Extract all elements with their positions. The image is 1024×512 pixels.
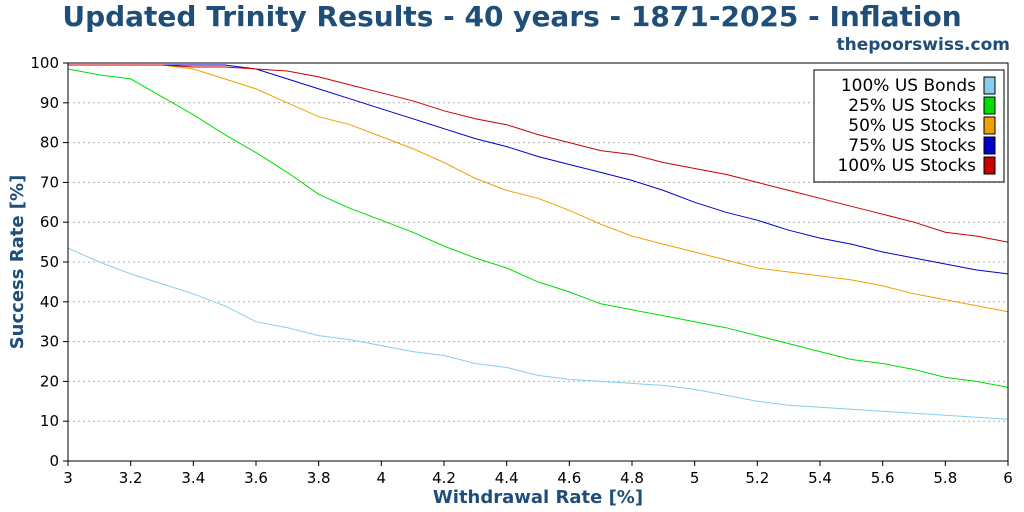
- x-tick-label: 3: [63, 469, 73, 487]
- y-axis-label: Success Rate [%]: [7, 175, 28, 350]
- legend-swatch: [983, 156, 996, 175]
- legend-swatch: [983, 136, 996, 155]
- legend-label: 75% US Stocks: [848, 136, 976, 156]
- y-tick-label: 50: [40, 253, 59, 271]
- y-tick-label: 0: [49, 452, 59, 470]
- x-tick-label: 3.2: [119, 469, 143, 487]
- series-line-25pct-us-stocks: [67, 68, 1009, 388]
- x-tick-label: 5.6: [871, 469, 895, 487]
- series-lines: [67, 64, 1009, 420]
- x-tick-label: 3.8: [307, 469, 331, 487]
- x-tick-label: 3.6: [244, 469, 268, 487]
- y-tick-label: 80: [40, 134, 59, 152]
- x-axis-label: Withdrawal Rate [%]: [433, 487, 643, 508]
- y-tick-label: 70: [40, 173, 59, 191]
- x-tick-label: 5.2: [745, 469, 769, 487]
- legend-swatch: [983, 116, 996, 135]
- legend-label: 25% US Stocks: [848, 96, 976, 116]
- x-axis-ticks: 3 3.2 3.4 3.6 3.8 4 4.2 4.4 4.6 4.8 5 5.2 5.4 5.6 5.8 6: [63, 461, 1013, 487]
- legend-box: [813, 69, 1005, 183]
- x-tick-label: 3.4: [181, 469, 205, 487]
- x-tick-label: 5: [690, 469, 700, 487]
- x-tick-label: 4.6: [557, 469, 581, 487]
- legend-swatch: [983, 96, 996, 115]
- source-label: thepoorswiss.com: [836, 35, 1011, 55]
- x-tick-label: 5.8: [933, 469, 957, 487]
- legend-label: 100% US Stocks: [837, 156, 976, 176]
- y-tick-label: 60: [40, 213, 59, 231]
- x-tick-label: 6: [1003, 469, 1013, 487]
- grid-lines: [68, 102, 1008, 422]
- y-tick-label: 30: [40, 333, 59, 351]
- y-tick-label: 100: [30, 54, 59, 72]
- legend-label: 100% US Bonds: [841, 76, 976, 96]
- legend-label: 50% US Stocks: [848, 116, 976, 136]
- series-line-100pct-us-stocks: [68, 64, 1009, 243]
- x-tick-label: 4.4: [495, 469, 519, 487]
- x-tick-label: 5.4: [808, 469, 832, 487]
- chart-title: Updated Trinity Results - 40 years - 187…: [62, 0, 962, 33]
- y-tick-label: 20: [40, 372, 59, 390]
- x-tick-label: 4: [377, 469, 387, 487]
- series-line-50pct-us-stocks: [68, 64, 1009, 313]
- y-axis-ticks: 0 10 20 30 40 50 60 70 80 90 100: [30, 54, 68, 470]
- legend-swatch: [983, 76, 996, 95]
- y-tick-label: 10: [40, 412, 59, 430]
- x-tick-label: 4.2: [432, 469, 456, 487]
- series-line-75pct-us-stocks: [68, 64, 1009, 275]
- x-tick-label: 4.8: [620, 469, 644, 487]
- y-tick-label: 90: [40, 94, 59, 112]
- y-tick-label: 40: [40, 293, 59, 311]
- series-line-100pct-us-bonds: [67, 247, 1009, 420]
